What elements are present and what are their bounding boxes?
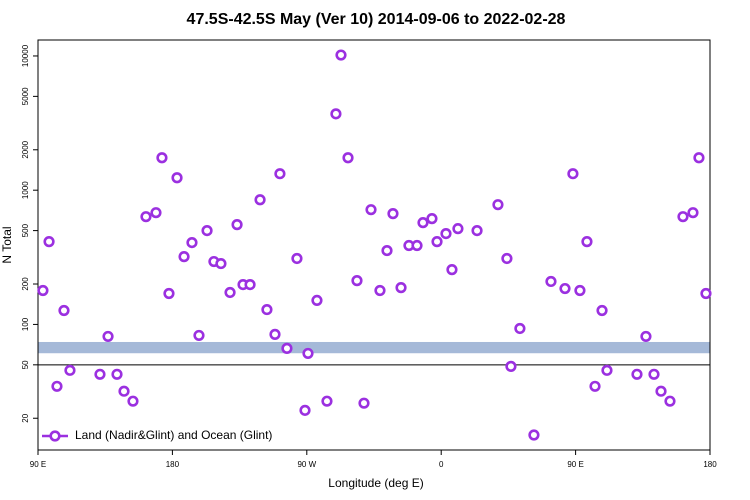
y-tick-label: 200 bbox=[21, 277, 30, 291]
data-point bbox=[281, 342, 293, 354]
data-point bbox=[687, 207, 699, 219]
data-point bbox=[471, 225, 483, 237]
x-tick-label: 90 E bbox=[567, 460, 583, 469]
data-point bbox=[505, 360, 517, 372]
data-point bbox=[140, 211, 152, 223]
data-point bbox=[193, 329, 205, 342]
data-point bbox=[127, 395, 139, 407]
x-tick-label: 90 E bbox=[30, 460, 46, 469]
data-point bbox=[231, 219, 243, 231]
x-tick-label: 0 bbox=[439, 460, 444, 469]
data-point bbox=[299, 404, 311, 416]
data-point bbox=[102, 330, 114, 343]
legend-label: Land (Nadir&Glint) and Ocean (Glint) bbox=[75, 428, 272, 442]
data-point bbox=[411, 239, 423, 252]
data-point bbox=[452, 223, 464, 235]
data-point bbox=[693, 152, 705, 164]
y-tick-label: 100 bbox=[21, 317, 30, 331]
data-point bbox=[321, 395, 333, 407]
data-point bbox=[291, 252, 303, 265]
data-point bbox=[395, 282, 407, 294]
y-tick-label: 50 bbox=[21, 360, 30, 369]
y-tick-label: 1000 bbox=[21, 181, 30, 199]
data-point bbox=[581, 236, 593, 248]
data-point bbox=[94, 368, 106, 380]
data-point bbox=[559, 282, 571, 295]
data-point bbox=[528, 429, 540, 441]
data-point bbox=[417, 217, 429, 229]
y-tick-label: 20 bbox=[21, 413, 30, 422]
x-tick-label: 90 W bbox=[297, 460, 316, 469]
data-point bbox=[163, 287, 175, 300]
data-point bbox=[178, 251, 190, 263]
data-point bbox=[431, 236, 443, 248]
y-tick-label: 5000 bbox=[21, 87, 30, 105]
data-point bbox=[269, 328, 281, 340]
data-point bbox=[700, 287, 712, 300]
data-point bbox=[677, 211, 689, 223]
data-point bbox=[374, 284, 386, 297]
data-point bbox=[545, 275, 557, 288]
y-tick-label: 10000 bbox=[21, 44, 30, 67]
data-point bbox=[574, 284, 586, 297]
data-point bbox=[365, 204, 377, 216]
data-point bbox=[201, 225, 213, 237]
x-tick-label: 180 bbox=[703, 460, 717, 469]
data-point bbox=[118, 385, 130, 397]
data-point bbox=[335, 49, 347, 61]
data-point bbox=[426, 213, 438, 225]
data-point bbox=[51, 380, 63, 392]
data-point bbox=[358, 397, 370, 409]
data-point bbox=[342, 152, 354, 164]
x-tick-label: 180 bbox=[166, 460, 180, 469]
data-point bbox=[215, 257, 227, 270]
data-point bbox=[655, 385, 667, 397]
data-point bbox=[64, 364, 76, 376]
x-axis-label: Longitude (deg E) bbox=[328, 476, 423, 490]
data-point bbox=[381, 244, 393, 257]
plot-frame bbox=[37, 39, 711, 451]
data-point bbox=[224, 286, 236, 299]
legend-marker bbox=[49, 430, 61, 442]
data-point bbox=[111, 368, 123, 380]
y-tick-label: 2000 bbox=[21, 140, 30, 158]
data-point bbox=[631, 368, 643, 380]
data-point bbox=[311, 294, 323, 306]
data-point bbox=[150, 207, 162, 219]
data-point bbox=[302, 347, 314, 360]
data-point bbox=[648, 368, 660, 380]
data-point bbox=[589, 380, 601, 392]
data-point bbox=[156, 152, 168, 164]
data-point bbox=[37, 284, 49, 297]
data-point bbox=[254, 194, 266, 206]
y-axis-label: N Total bbox=[0, 226, 14, 263]
data-point bbox=[640, 330, 652, 343]
data-point bbox=[492, 199, 504, 211]
data-point bbox=[567, 168, 579, 180]
data-point bbox=[274, 168, 286, 180]
data-point bbox=[440, 227, 452, 240]
data-point bbox=[330, 108, 342, 120]
data-point bbox=[186, 236, 198, 249]
data-point bbox=[244, 279, 256, 291]
data-point bbox=[601, 364, 613, 376]
reference-band bbox=[38, 341, 710, 354]
data-point bbox=[43, 236, 55, 248]
data-point bbox=[501, 252, 513, 265]
data-point bbox=[446, 264, 458, 276]
data-point bbox=[387, 208, 399, 220]
data-point bbox=[171, 172, 183, 184]
data-point bbox=[261, 303, 273, 316]
y-tick-label: 500 bbox=[21, 223, 30, 237]
chart-title: 47.5S-42.5S May (Ver 10) 2014-09-06 to 2… bbox=[187, 11, 566, 28]
data-point bbox=[514, 322, 526, 335]
data-point bbox=[664, 395, 676, 407]
data-point bbox=[58, 304, 70, 317]
data-point bbox=[351, 275, 363, 287]
data-point bbox=[596, 304, 608, 317]
